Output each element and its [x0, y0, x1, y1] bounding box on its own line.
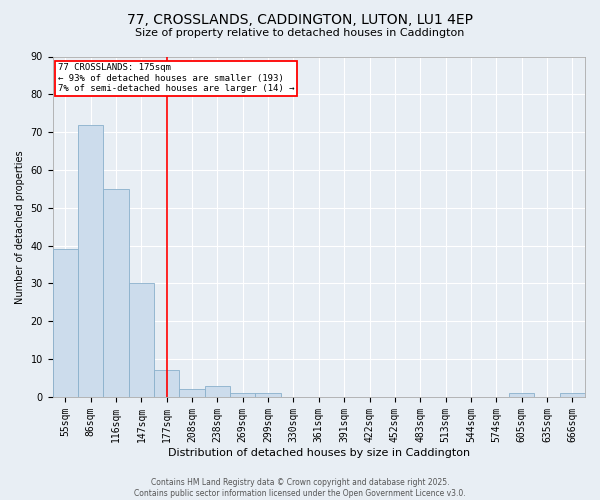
Text: Contains HM Land Registry data © Crown copyright and database right 2025.
Contai: Contains HM Land Registry data © Crown c… [134, 478, 466, 498]
Bar [179, 390, 205, 397]
Bar [205, 386, 230, 397]
Bar [230, 393, 256, 397]
Bar [256, 393, 281, 397]
X-axis label: Distribution of detached houses by size in Caddington: Distribution of detached houses by size … [168, 448, 470, 458]
Bar [53, 250, 78, 397]
Bar [103, 189, 129, 397]
Bar [78, 124, 103, 397]
Text: 77 CROSSLANDS: 175sqm
← 93% of detached houses are smaller (193)
7% of semi-deta: 77 CROSSLANDS: 175sqm ← 93% of detached … [58, 64, 295, 93]
Bar [154, 370, 179, 397]
Bar [560, 393, 585, 397]
Y-axis label: Number of detached properties: Number of detached properties [15, 150, 25, 304]
Bar [509, 393, 535, 397]
Text: Size of property relative to detached houses in Caddington: Size of property relative to detached ho… [136, 28, 464, 38]
Bar [129, 284, 154, 397]
Text: 77, CROSSLANDS, CADDINGTON, LUTON, LU1 4EP: 77, CROSSLANDS, CADDINGTON, LUTON, LU1 4… [127, 12, 473, 26]
